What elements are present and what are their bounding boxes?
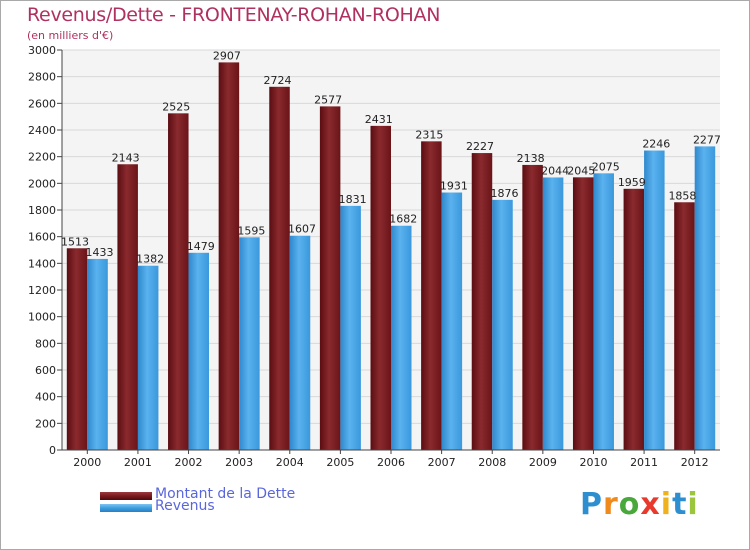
- bar-revenue-2001: [137, 265, 159, 450]
- y-tick-label: 2400: [28, 124, 56, 137]
- logo-letter: o: [618, 487, 641, 522]
- logo-letter: r: [603, 487, 619, 522]
- x-tick-label: 2012: [681, 456, 709, 469]
- data-label-debt-2008: 2227: [466, 140, 494, 153]
- logo-letter: P: [580, 487, 603, 522]
- data-label-revenue-2010: 2075: [592, 160, 620, 173]
- data-label-revenue-2005: 1831: [339, 193, 367, 206]
- data-label-debt-2002: 2525: [162, 100, 190, 113]
- bar-revenue-2000: [87, 258, 108, 450]
- bar-revenue-2011: [644, 150, 665, 451]
- data-label-debt-2010: 2045: [567, 164, 595, 177]
- legend-swatch-debt: [100, 492, 152, 500]
- y-tick-label: 400: [35, 391, 56, 404]
- data-label-debt-2000: 1513: [61, 235, 89, 248]
- data-label-debt-2011: 1959: [618, 176, 646, 189]
- y-tick-label: 600: [35, 364, 56, 377]
- data-label-revenue-2001: 1382: [136, 253, 164, 266]
- bar-debt-2002: [168, 113, 189, 450]
- logo-letter: t: [672, 487, 688, 522]
- logo-letter: x: [640, 487, 661, 522]
- x-tick-label: 2009: [529, 456, 557, 469]
- bar-revenue-2005: [340, 205, 361, 450]
- legend-label-debt: Montant de la Dette: [155, 486, 296, 502]
- data-label-debt-2004: 2724: [264, 74, 292, 87]
- bar-revenue-2007: [441, 192, 463, 451]
- y-tick-label: 2800: [28, 71, 56, 84]
- data-label-revenue-2008: 1876: [490, 187, 518, 200]
- legend-swatch-revenue: [100, 504, 152, 512]
- legend-label-revenue: Revenus: [155, 498, 215, 514]
- bar-debt-2007: [421, 141, 442, 451]
- proxiti-logo: Proxiti: [580, 487, 699, 522]
- bar-revenue-2009: [542, 177, 564, 450]
- bar-debt-2000: [66, 248, 88, 450]
- x-tick-label: 2000: [73, 456, 101, 469]
- bars: [66, 62, 716, 451]
- bar-debt-2011: [623, 188, 645, 451]
- y-tick-label: 0: [49, 444, 56, 457]
- data-label-debt-2012: 1858: [668, 189, 696, 202]
- bar-debt-2003: [218, 62, 240, 451]
- data-label-revenue-2007: 1931: [440, 180, 468, 193]
- data-label-revenue-2000: 1433: [86, 246, 114, 259]
- data-label-debt-2007: 2315: [415, 128, 443, 141]
- y-tick-label: 1600: [28, 231, 56, 244]
- data-label-debt-2001: 2143: [112, 151, 140, 164]
- data-label-revenue-2006: 1682: [389, 213, 417, 226]
- data-label-revenue-2002: 1479: [187, 240, 215, 253]
- x-tick-label: 2003: [225, 456, 253, 469]
- logo-letter: i: [687, 487, 699, 522]
- y-tick-label: 1000: [28, 311, 56, 324]
- data-label-debt-2005: 2577: [314, 93, 342, 106]
- x-tick-label: 2004: [276, 456, 304, 469]
- x-tick-label: 2006: [377, 456, 405, 469]
- bar-debt-2005: [319, 106, 341, 451]
- data-label-debt-2003: 2907: [213, 49, 241, 62]
- chart-title: Revenus/Dette - FRONTENAY-ROHAN-ROHAN: [27, 4, 441, 26]
- y-tick-label: 2600: [28, 97, 56, 110]
- bar-revenue-2004: [289, 235, 311, 450]
- bar-debt-2008: [471, 153, 493, 451]
- bar-debt-2001: [117, 164, 138, 450]
- x-tick-label: 2008: [478, 456, 506, 469]
- y-tick-label: 200: [35, 417, 56, 430]
- y-tick-label: 2000: [28, 177, 56, 190]
- data-label-revenue-2004: 1607: [288, 223, 316, 236]
- x-tick-label: 2011: [630, 456, 658, 469]
- x-tick-label: 2005: [326, 456, 354, 469]
- y-tick-label: 1400: [28, 257, 56, 270]
- data-label-revenue-2003: 1595: [237, 224, 265, 237]
- bar-debt-2009: [522, 164, 543, 450]
- y-tick-label: 2200: [28, 151, 56, 164]
- bar-debt-2004: [269, 86, 290, 451]
- logo-letter: i: [660, 487, 673, 522]
- bar-debt-2006: [370, 125, 391, 450]
- bar-revenue-2003: [239, 237, 260, 450]
- y-tick-label: 1800: [28, 204, 56, 217]
- chart-subtitle: (en milliers d'€): [27, 29, 114, 42]
- bar-revenue-2010: [593, 173, 614, 451]
- bar-debt-2012: [674, 202, 695, 450]
- y-tick-label: 1200: [28, 284, 56, 297]
- axes: 0 200 400 600 800 1000 1200 1400 1600 1800 2000 220…: [28, 44, 720, 469]
- data-label-debt-2009: 2138: [517, 152, 545, 165]
- data-label-debt-2006: 2431: [365, 113, 393, 126]
- data-label-revenue-2011: 2246: [642, 138, 670, 151]
- x-tick-label: 2010: [579, 456, 607, 469]
- x-tick-label: 2001: [124, 456, 152, 469]
- y-tick-label: 800: [35, 337, 56, 350]
- bar-revenue-2008: [492, 199, 513, 450]
- data-label-revenue-2009: 2044: [541, 164, 569, 177]
- bar-revenue-2002: [188, 252, 210, 450]
- bar-debt-2010: [572, 177, 594, 451]
- bar-revenue-2012: [694, 146, 716, 450]
- x-tick-label: 2007: [428, 456, 456, 469]
- bar-revenue-2006: [391, 225, 412, 450]
- y-tick-label: 3000: [28, 44, 56, 57]
- data-label-revenue-2012: 2277: [693, 133, 721, 146]
- x-tick-label: 2002: [175, 456, 203, 469]
